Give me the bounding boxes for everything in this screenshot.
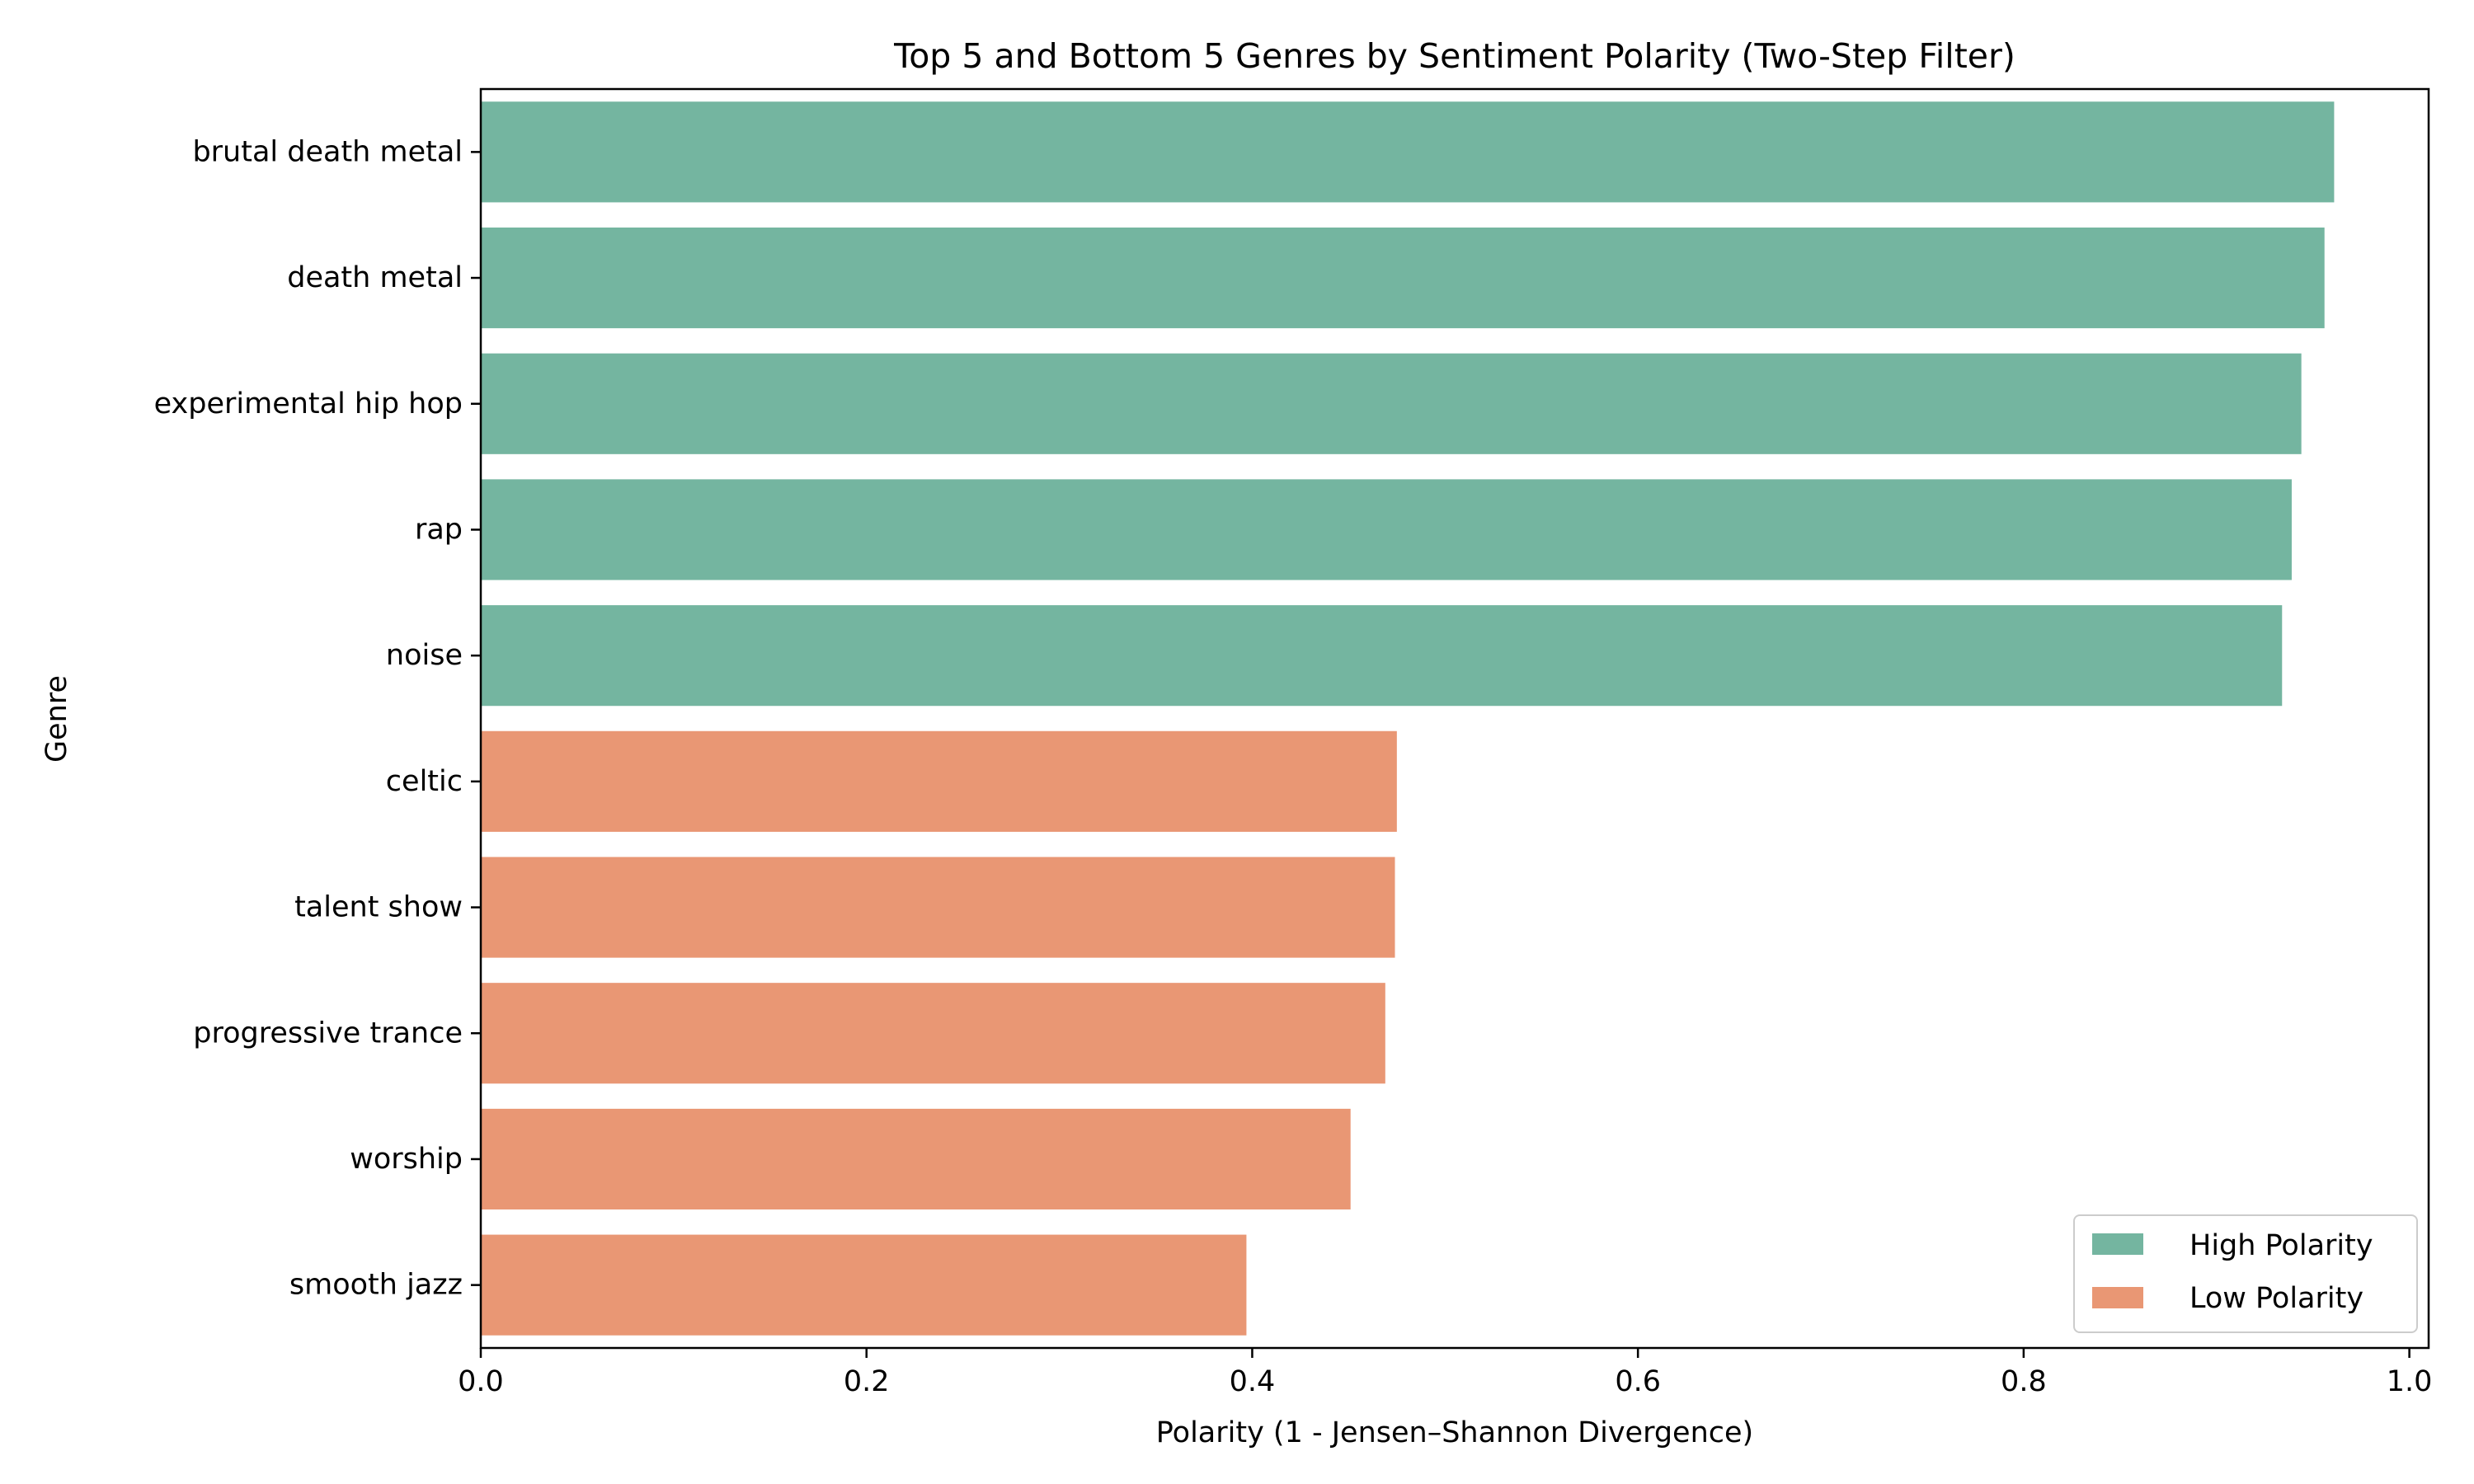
bar-noise [481,605,2283,707]
bar-brutal-death-metal [481,101,2335,203]
y-tick-label: noise [386,639,463,672]
chart-title: Top 5 and Bottom 5 Genres by Sentiment P… [893,36,2015,76]
x-axis-label: Polarity (1 - Jensen–Shannon Divergence) [1156,1416,1753,1449]
x-tick-label: 0.2 [844,1365,890,1398]
plot-frame [479,87,2430,1350]
bar-talent-show [481,857,1395,958]
bar-worship [481,1108,1351,1210]
y-tick-label: brutal death metal [192,135,463,168]
y-tick-labels: brutal death metal death metal experimenta… [154,135,481,1302]
legend-swatch-high [2092,1233,2143,1255]
legend-frame [2073,1214,2418,1333]
bar-rap [481,479,2292,580]
y-tick-label: talent show [294,891,463,924]
x-tick-label: 0.0 [458,1365,504,1398]
bar-celtic [481,730,1397,832]
x-tick-label: 0.6 [1615,1365,1661,1398]
x-tick-label: 0.4 [1230,1365,1276,1398]
bar-death-metal [481,227,2325,329]
y-tick-label: death metal [287,261,463,294]
x-tick-label: 1.0 [2387,1365,2433,1398]
y-tick-label: rap [415,513,463,546]
bar-smooth-jazz [481,1234,1247,1336]
legend-label-high: High Polarity [2189,1229,2373,1262]
legend-label-low: Low Polarity [2189,1282,2363,1315]
y-tick-label: experimental hip hop [154,387,463,420]
x-tick-label: 0.8 [2001,1365,2047,1398]
legend-swatch-low [2092,1287,2143,1308]
y-tick-label: celtic [386,765,463,798]
y-tick-label: smooth jazz [289,1269,463,1302]
bar-group [481,101,2335,1336]
bar-experimental-hip-hop [481,353,2302,454]
y-tick-label: progressive trance [193,1017,463,1050]
y-axis-label: Genre [40,675,73,763]
x-ticks: 0.0 0.2 0.4 0.6 0.8 1.0 [458,1348,2432,1398]
legend: High Polarity Low Polarity [2073,1214,2418,1333]
bar-progressive-trance [481,983,1385,1084]
y-tick-label: worship [350,1143,463,1176]
